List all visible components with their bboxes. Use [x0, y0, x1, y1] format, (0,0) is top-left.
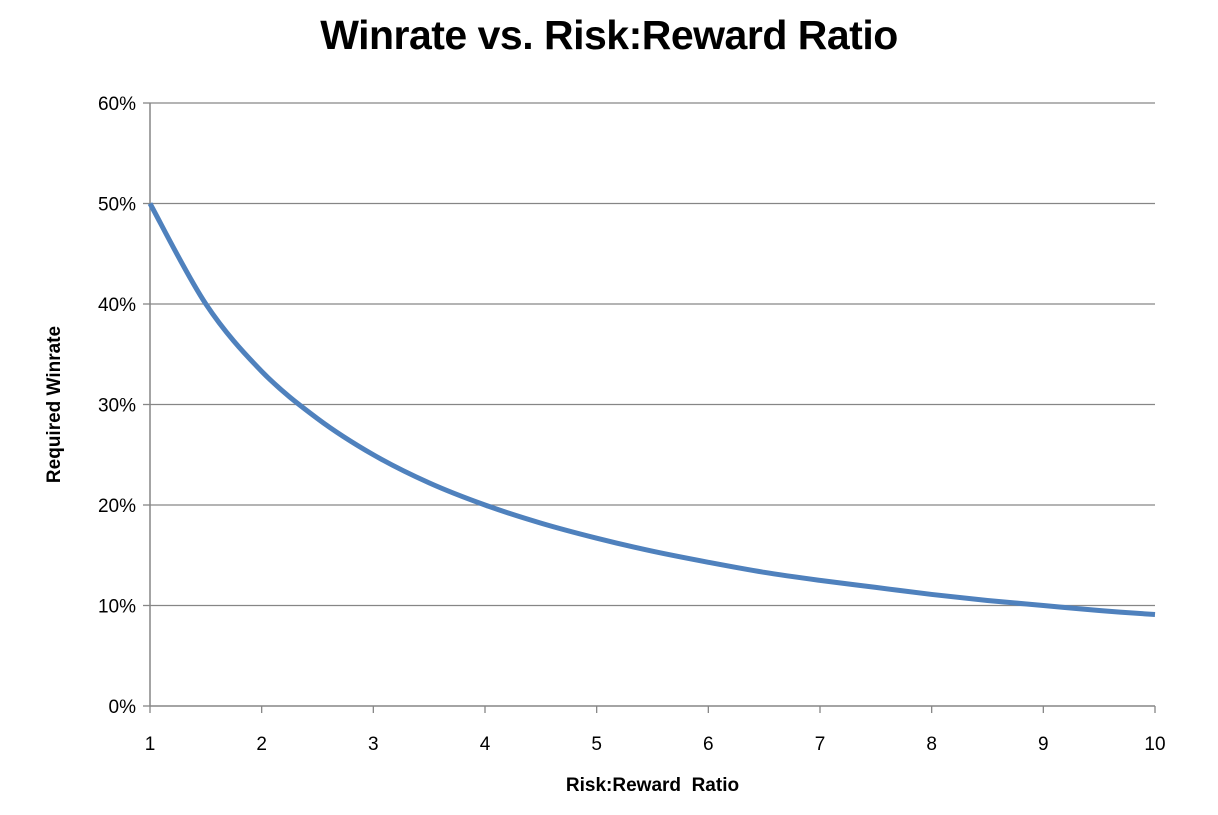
y-axis-title: Required Winrate — [44, 326, 65, 483]
y-tick-label: 20% — [98, 496, 136, 517]
x-tick-label: 10 — [1144, 734, 1165, 755]
x-tick-label: 7 — [815, 734, 826, 755]
x-tick-label: 3 — [368, 734, 379, 755]
x-tick-label: 9 — [1038, 734, 1049, 755]
chart-title: Winrate vs. Risk:Reward Ratio — [320, 12, 898, 58]
y-tick-label: 10% — [98, 597, 136, 618]
x-tick-label: 2 — [256, 734, 267, 755]
y-tick-label: 40% — [98, 295, 136, 316]
x-tick-label: 4 — [480, 734, 491, 755]
y-tick-label: 0% — [109, 697, 137, 718]
x-axis-title: Risk:Reward Ratio — [566, 775, 739, 796]
y-tick-label: 60% — [98, 94, 136, 115]
x-tick-label: 5 — [591, 734, 602, 755]
y-tick-label: 30% — [98, 396, 136, 417]
x-tick-label: 8 — [926, 734, 937, 755]
y-tick-label: 50% — [98, 195, 136, 216]
series-line — [147, 202, 1156, 618]
x-tick-label: 1 — [145, 734, 156, 755]
x-tick-label: 6 — [703, 734, 714, 755]
